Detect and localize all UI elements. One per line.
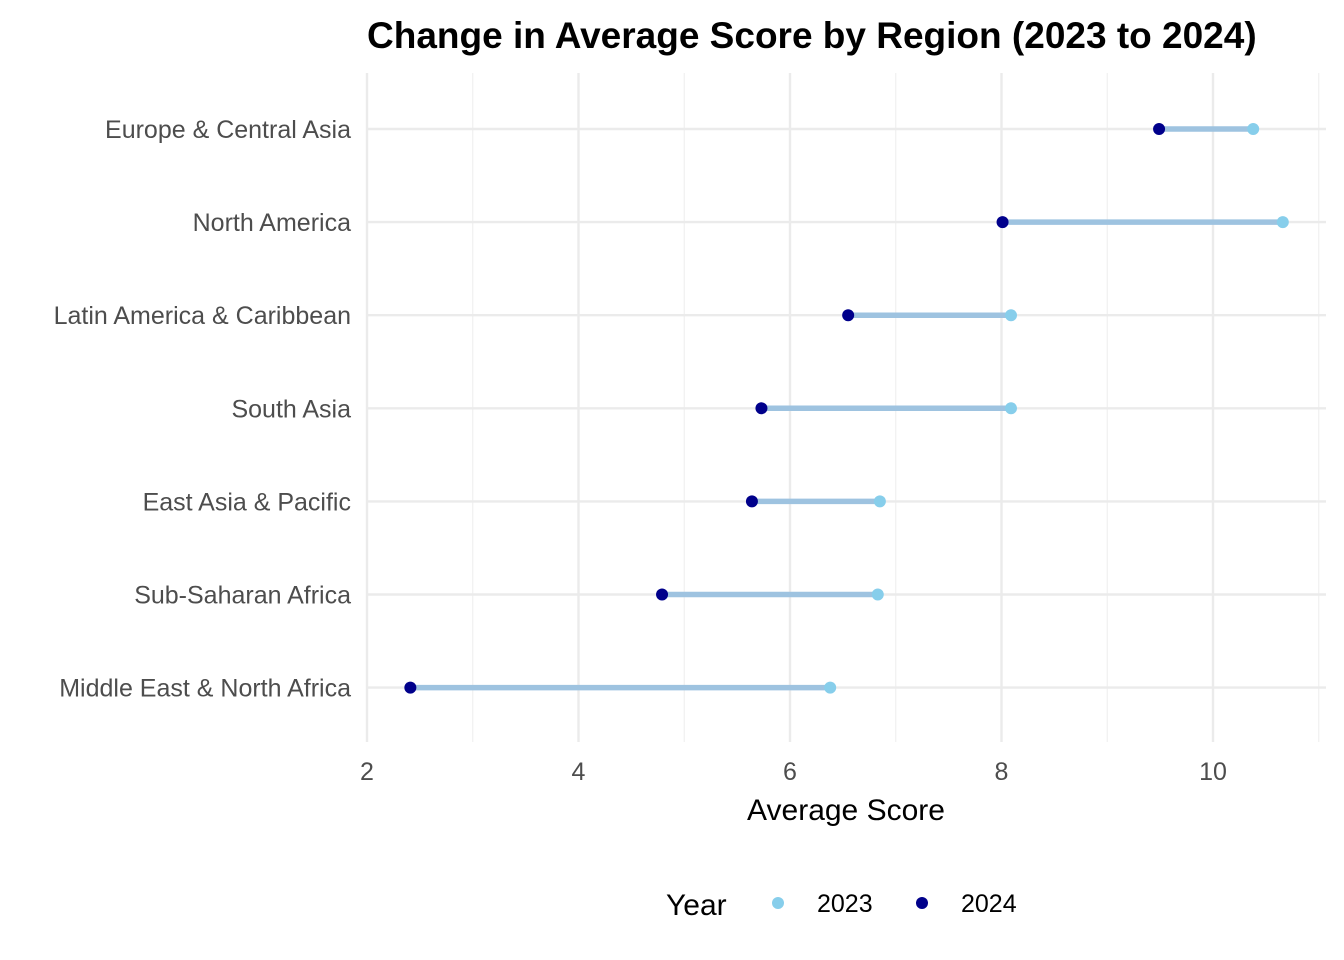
- legend-label-2023: 2023: [817, 890, 873, 918]
- point-2023: [1005, 402, 1018, 415]
- legend: Year 2023 2024: [666, 889, 1017, 922]
- point-2023: [873, 495, 886, 508]
- y-tick-labels: Europe & Central Asia North America Latin …: [54, 116, 351, 703]
- x-tick-label: 6: [783, 758, 797, 786]
- point-2023: [1005, 309, 1018, 322]
- point-2023: [1247, 123, 1260, 135]
- x-tick-label: 10: [1199, 758, 1227, 786]
- y-tick-label: South Asia: [231, 395, 351, 423]
- y-tick-label: Middle East & North Africa: [59, 675, 351, 703]
- point-2024: [996, 216, 1009, 229]
- x-tick-labels: 2 4 6 8 10: [360, 758, 1227, 786]
- x-axis-title: Average Score: [747, 794, 945, 827]
- point-2023: [1276, 216, 1289, 229]
- point-2024: [404, 681, 417, 694]
- y-tick-label: Europe & Central Asia: [105, 116, 351, 144]
- point-2024: [656, 588, 669, 601]
- legend-title: Year: [666, 889, 727, 922]
- point-2024: [842, 309, 855, 322]
- point-2024: [755, 402, 768, 415]
- point-2024: [1153, 123, 1166, 135]
- point-2024: [745, 495, 758, 508]
- legend-marker-2024: [916, 897, 928, 909]
- chart-title: Change in Average Score by Region (2023 …: [367, 15, 1257, 56]
- x-tick-label: 4: [572, 758, 586, 786]
- point-2023: [871, 588, 884, 601]
- legend-marker-2023: [772, 897, 784, 909]
- x-tick-label: 8: [995, 758, 1009, 786]
- segment-layer: [410, 126, 1283, 691]
- y-tick-label: North America: [193, 209, 351, 237]
- y-tick-label: East Asia & Pacific: [143, 488, 351, 516]
- x-tick-label: 2: [360, 758, 374, 786]
- point-layer: [404, 123, 1289, 694]
- y-tick-label: Latin America & Caribbean: [54, 302, 351, 330]
- legend-label-2024: 2024: [961, 890, 1017, 918]
- point-2023: [824, 681, 837, 694]
- y-tick-label: Sub-Saharan Africa: [134, 582, 351, 610]
